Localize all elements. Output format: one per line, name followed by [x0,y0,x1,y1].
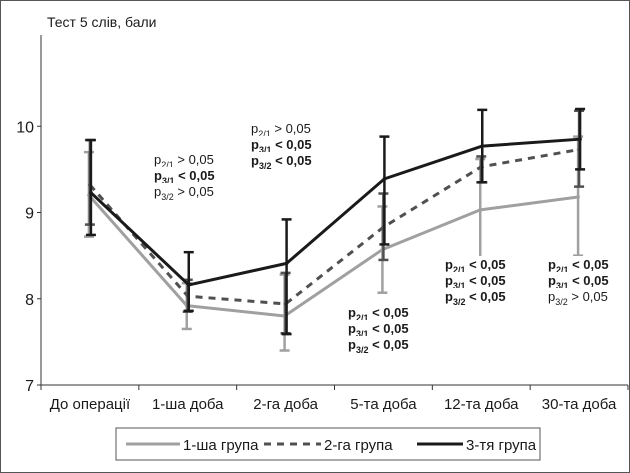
series-line [89,137,581,287]
p-value-bg [443,288,523,304]
x-tick-label: 1-ша доба [152,396,224,413]
p-value-text: p2/1 > 0,05 [154,152,214,170]
y-tick-label: 9 [25,206,34,223]
x-tick-label: 30-та доба [542,396,617,413]
p-value-bg [346,320,426,336]
p-value-text: p3/1 < 0,05 [548,273,609,291]
x-tick-label: 12-та доба [444,396,519,413]
legend: 1-ша група 2-га група 3-тя група [115,427,541,461]
p-value-text: p2/1 < 0,05 [548,257,609,275]
p-value-text: p3/1 < 0,05 [445,273,506,291]
data-point [578,137,582,141]
legend-label: 2-га група [324,437,393,454]
p-value-text: p2/1 < 0,05 [445,257,506,275]
p-value-text: p3/1 < 0,05 [154,168,215,186]
p-value-bg [546,288,626,304]
legend-item-3: 3-тя група [417,437,537,454]
p-value-bg [249,152,329,168]
p-value-bg [546,256,626,272]
p-value-text: p3/2 > 0,05 [548,289,608,307]
data-point [480,144,485,148]
x-tick-label: До операції [50,396,131,413]
p-value-text: p3/2 > 0,05 [154,184,214,202]
p-value-bg [152,151,232,167]
p-value-bg [152,167,232,183]
y-tick-label: 10 [16,119,34,136]
legend-label: 3-тя група [466,437,537,454]
data-point [284,261,289,266]
y-tick-label: 7 [25,378,34,395]
y-tick-label: 8 [25,292,34,309]
p-value-bg [249,136,329,152]
p-value-bg [152,183,232,199]
data-point [576,195,580,199]
series-layer [83,107,586,352]
p-value-bg [546,272,626,288]
data-point [382,177,387,181]
p-value-text: p3/2 < 0,05 [445,289,506,307]
p-value-text: p3/1 < 0,05 [251,137,312,155]
p-value-bg [346,304,426,320]
legend-label: 1-ша група [183,437,259,454]
p-value-text: p2/1 > 0,05 [251,121,311,139]
series-line [87,194,579,318]
p-value-text: p2/1 < 0,05 [348,305,409,323]
p-value-text: p3/2 < 0,05 [348,337,409,355]
p-value-bg [443,272,523,288]
legend-item-2: 2-га група [264,437,393,454]
p-value-text: p3/1 < 0,05 [348,321,409,339]
data-point [478,208,483,212]
axes: 7 8 9 10 До операції 1-ша доба 2-га доба 5-та д… [16,35,629,413]
data-point [89,190,93,195]
p-value-bg [249,120,329,136]
legend-item-1: 1-ша група [126,437,259,454]
p-value-bg [346,336,426,352]
data-point [186,283,191,287]
series-line [88,148,580,306]
chart-title: Тест 5 слів, бали [47,14,157,30]
legend-box [115,427,541,461]
p-value-text: p3/2 < 0,05 [251,153,312,171]
p-value-bg [443,256,523,272]
x-tick-label: 2-га доба [253,396,318,413]
x-tick-label: 5-та доба [350,396,417,413]
series-3 [85,107,586,336]
